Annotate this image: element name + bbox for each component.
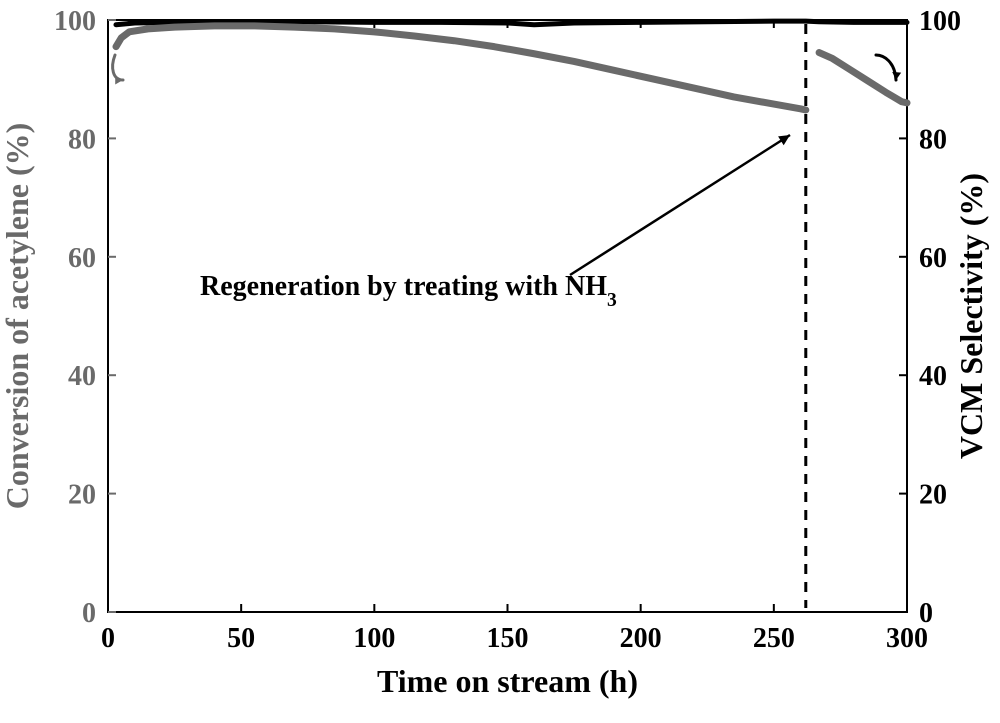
x-tick-label: 200 bbox=[620, 623, 662, 654]
y-right-axis-label: VCM Selectivity (%) bbox=[953, 173, 989, 459]
x-tick-label: 0 bbox=[101, 623, 115, 654]
chart-svg: 0501001502002503000204060801000204060801… bbox=[0, 0, 1000, 723]
y-right-tick-label: 100 bbox=[919, 6, 961, 37]
y-left-tick-label: 100 bbox=[54, 6, 96, 37]
x-tick-label: 100 bbox=[353, 623, 395, 654]
y-right-tick-label: 40 bbox=[919, 361, 947, 392]
y-left-tick-label: 60 bbox=[68, 243, 96, 274]
x-tick-label: 150 bbox=[487, 623, 529, 654]
y-left-tick-label: 0 bbox=[82, 598, 96, 629]
y-right-tick-label: 0 bbox=[919, 598, 933, 629]
y-right-tick-label: 20 bbox=[919, 480, 947, 511]
y-right-tick-label: 80 bbox=[919, 124, 947, 155]
x-tick-label: 50 bbox=[227, 623, 255, 654]
x-tick-label: 250 bbox=[753, 623, 795, 654]
y-left-tick-label: 80 bbox=[68, 124, 96, 155]
y-left-tick-label: 40 bbox=[68, 361, 96, 392]
y-left-tick-label: 20 bbox=[68, 480, 96, 511]
y-right-tick-label: 60 bbox=[919, 243, 947, 274]
y-left-axis-label: Conversion of acetylene (%) bbox=[0, 123, 35, 510]
chart-container: 0501001502002503000204060801000204060801… bbox=[0, 0, 1000, 723]
x-axis-label: Time on stream (h) bbox=[377, 663, 638, 699]
